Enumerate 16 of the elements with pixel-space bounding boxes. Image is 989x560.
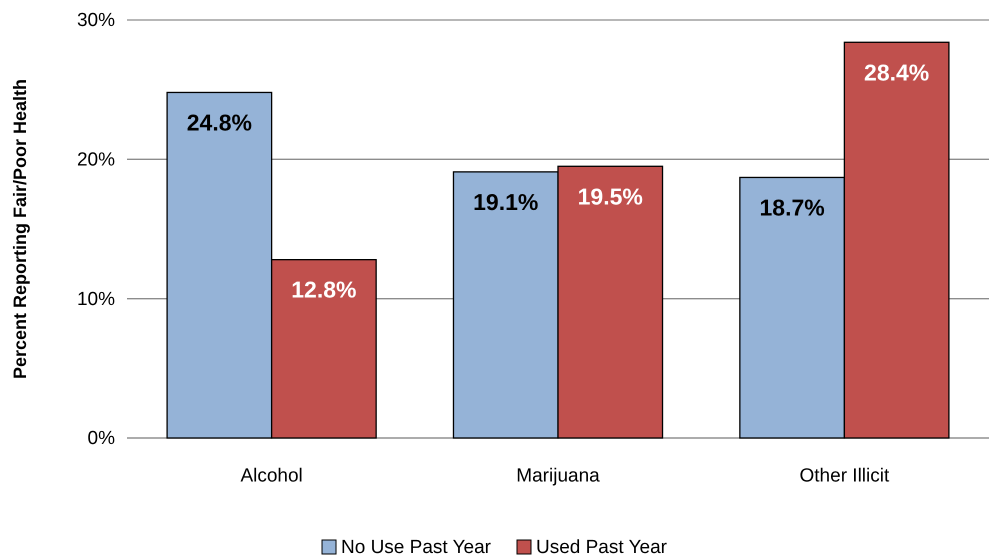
y-tick-label: 30% <box>76 10 116 32</box>
legend-label: Used Past Year <box>536 537 668 558</box>
legend-label: No Use Past Year <box>341 537 492 558</box>
data-label: 18.7% <box>760 194 825 220</box>
y-tick-label: 10% <box>76 288 116 310</box>
data-label: 24.8% <box>186 109 252 136</box>
data-label: 12.8% <box>291 276 356 303</box>
x-tick-label: Other Illicit <box>800 465 890 486</box>
x-tick-label: Marijuana <box>516 465 600 486</box>
x-tick-label: Alcohol <box>240 465 303 486</box>
data-label: 28.4% <box>864 59 930 86</box>
y-axis-title: Percent Reporting Fair/Poor Health <box>10 78 30 380</box>
y-tick-label: 20% <box>76 149 116 170</box>
y-tick-label: 0% <box>88 428 116 450</box>
data-label: 19.5% <box>578 183 643 210</box>
data-label: 19.1% <box>473 188 538 215</box>
